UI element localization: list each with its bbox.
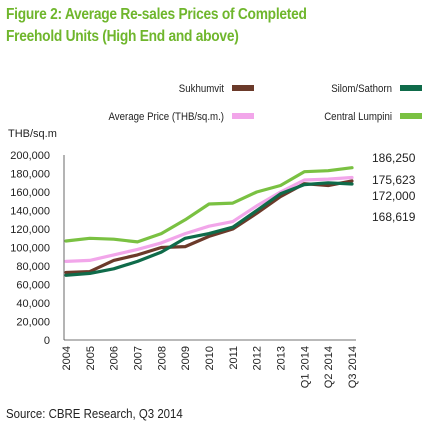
legend-label-central-lumpini: Central Lumpini: [324, 112, 392, 124]
axes: [63, 155, 356, 341]
legend-swatch-average-price-thb-sq-m: [232, 113, 254, 119]
series-lines: [64, 166, 354, 277]
x-axis-ticks: 2004 2005 2006 2007 2008 2009 2010 2011 2012 2013…: [61, 346, 359, 388]
x-tick-label: 2011: [228, 346, 240, 370]
series-line-average-price-thb-sq-m: [64, 175, 354, 263]
y-tick-label: 80,000: [16, 261, 50, 273]
y-tick-label: 100,000: [10, 243, 50, 255]
chart-title: Figure 2: Average Re-sales Prices of Com…: [6, 6, 307, 45]
y-tick-label: 160,000: [10, 187, 50, 199]
y-axis-label: THB/sq.m: [8, 128, 57, 140]
y-tick-label: 120,000: [10, 224, 50, 236]
legend-label-silom-sathorn: Silom/Sathorn: [331, 84, 392, 96]
x-tick-label: 2013: [276, 346, 288, 370]
legend-swatch-central-lumpini: [400, 113, 422, 119]
series-line-silom-sathorn: [64, 181, 354, 277]
end-labels: 186,250 175,623 172,000 168,619: [372, 151, 416, 224]
y-tick-label: 180,000: [10, 169, 50, 181]
x-tick-label: 2004: [61, 346, 73, 370]
x-tick-label: Q2 2014: [323, 346, 335, 388]
x-tick-label: 2007: [133, 346, 145, 370]
x-tick-label: 2012: [252, 346, 264, 370]
y-axis-ticks: 200,000 180,000 160,000 140,000 120,000 100,0…: [10, 150, 50, 347]
end-value-label: 186,250: [372, 151, 416, 165]
legend-swatch-silom-sathorn: [400, 85, 422, 91]
x-tick-label: 2008: [156, 346, 168, 370]
legend: Sukhumvit Silom/Sathorn Average Price (THB…: [109, 84, 422, 124]
legend-swatch-sukhumvit: [232, 85, 254, 91]
x-tick-label: 2005: [85, 346, 97, 370]
end-value-label: 175,623: [372, 173, 416, 187]
x-tick-label: 2006: [109, 346, 121, 370]
source-note: Source: CBRE Research, Q3 2014: [6, 406, 183, 421]
y-tick-label: 200,000: [10, 150, 50, 162]
end-value-label: 168,619: [372, 210, 416, 224]
series-line-central-lumpini: [64, 166, 354, 244]
x-tick-label: 2010: [204, 346, 216, 370]
y-tick-label: 40,000: [16, 298, 50, 310]
y-tick-label: 20,000: [16, 317, 50, 329]
end-value-label: 172,000: [372, 189, 416, 203]
x-tick-label: Q1 2014: [299, 346, 311, 388]
x-tick-label: Q3 2014: [347, 346, 359, 388]
x-tick-label: 2009: [180, 346, 192, 370]
y-tick-label: 60,000: [16, 280, 50, 292]
legend-label-sukhumvit: Sukhumvit: [179, 84, 224, 96]
legend-label-average-price-thb-sq-m: Average Price (THB/sq.m.): [109, 112, 224, 124]
y-tick-label: 140,000: [10, 206, 50, 218]
y-tick-label: 0: [44, 335, 50, 347]
